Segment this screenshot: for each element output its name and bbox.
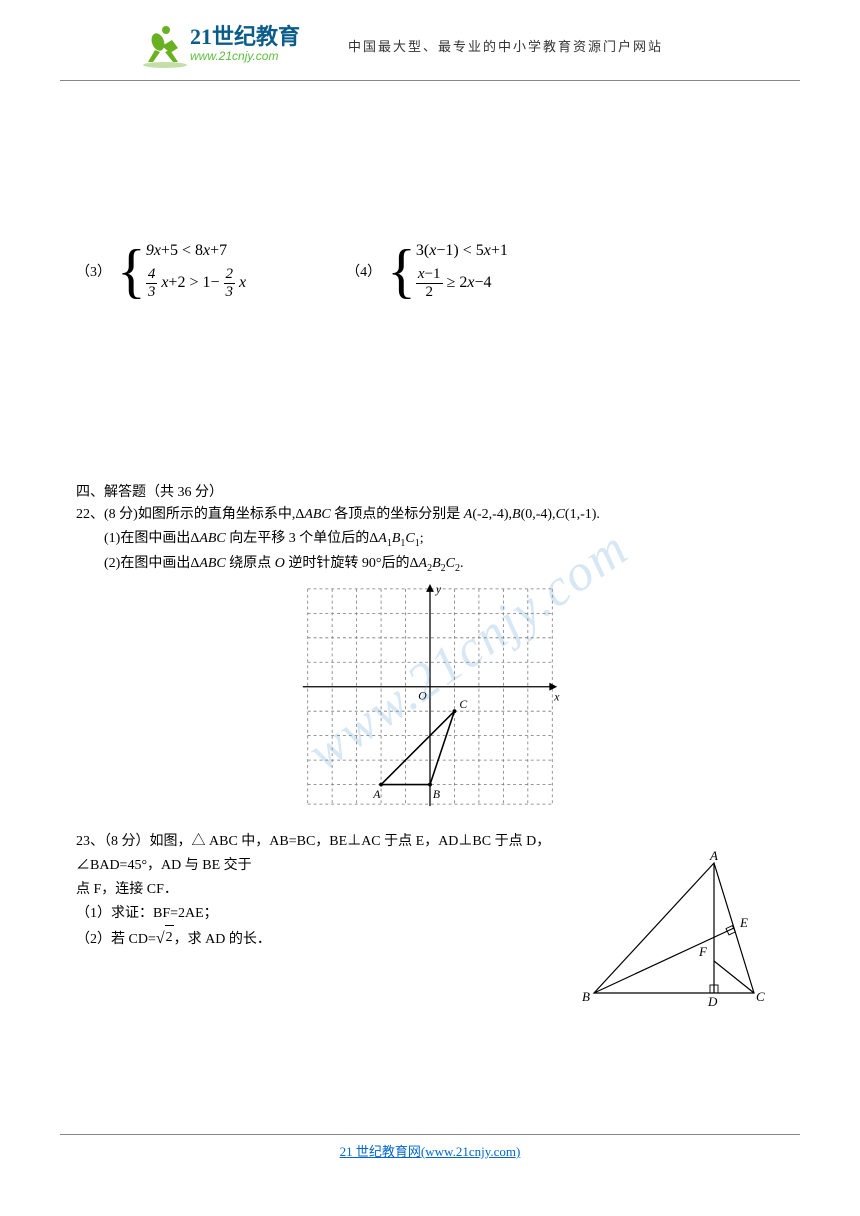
- question-23: 23、（8 分）如图，△ ABC 中，AB=BC，BE⊥AC 于点 E，AD⊥B…: [76, 830, 784, 1017]
- p3-lines: 9x+5 < 8x+7 43 x+2 > 1− 23 x: [146, 242, 246, 301]
- coordinate-grid: x y O A B C: [300, 584, 560, 809]
- problem-3: （3） { 9x+5 < 8x+7 43 x+2 > 1− 23 x: [76, 241, 246, 301]
- page-header: 21世纪教育 www.21cnjy.com 中国最大型、最专业的中小学教育资源门…: [60, 0, 800, 81]
- logo-text-bottom: www.21cnjy.com: [190, 49, 278, 63]
- q23-text: 23、（8 分）如图，△ ABC 中，AB=BC，BE⊥AC 于点 E，AD⊥B…: [76, 830, 574, 952]
- triangle-figure: A B C D E F: [574, 848, 774, 1008]
- svg-text:C: C: [459, 699, 467, 712]
- q22-intro: 22、(8 分)如图所示的直角坐标系中,ΔABC 各顶点的坐标分别是 A(-2,…: [76, 503, 784, 527]
- svg-text:D: D: [707, 994, 718, 1008]
- p3-label: （3）: [76, 261, 111, 281]
- question-22: 22、(8 分)如图所示的直角坐标系中,ΔABC 各顶点的坐标分别是 A(-2,…: [76, 503, 784, 818]
- section-4-heading: 四、解答题（共 36 分）: [76, 481, 784, 501]
- q23-figure: A B C D E F: [574, 848, 784, 1017]
- svg-text:B: B: [582, 989, 590, 1004]
- p3-line2: 43 x+2 > 1− 23 x: [146, 266, 246, 301]
- footer-text: 21 世纪教育网(www.21cnjy.com): [340, 1144, 521, 1159]
- p4-line2: x−1 2 ≥ 2x−4: [416, 266, 508, 301]
- page-footer: 21 世纪教育网(www.21cnjy.com): [60, 1134, 800, 1160]
- svg-text:E: E: [739, 915, 748, 930]
- p4-brace: {: [387, 241, 416, 301]
- q22-grid: x y O A B C: [76, 584, 784, 818]
- q23-sub2: （2）若 CD=√2，求 AD 的长．: [76, 925, 574, 952]
- svg-text:A: A: [709, 848, 718, 863]
- p3-frac1: 43: [146, 266, 158, 301]
- p4-label: （4）: [346, 261, 381, 281]
- problem-4: （4） { 3(x−1) < 5x+1 x−1 2 ≥ 2x−4: [346, 241, 508, 301]
- page-content: www.21cnjy.com （3） { 9x+5 < 8x+7 43 x+2 …: [0, 241, 860, 1017]
- logo: 21世纪教育 www.21cnjy.com: [140, 20, 340, 70]
- svg-text:A: A: [372, 789, 381, 802]
- footer-link-text[interactable]: 21 世纪教育网: [340, 1144, 421, 1159]
- svg-text:O: O: [418, 690, 427, 703]
- equations-row: （3） { 9x+5 < 8x+7 43 x+2 > 1− 23 x （4） {…: [76, 241, 784, 301]
- p3-line1: 9x+5 < 8x+7: [146, 242, 246, 260]
- logo-text-top: 21世纪教育: [190, 24, 300, 49]
- svg-text:x: x: [553, 691, 560, 704]
- p3-frac2: 23: [224, 266, 236, 301]
- q22-sub1: (1)在图中画出ΔABC 向左平移 3 个单位后的ΔA1B1C1;: [104, 527, 784, 552]
- p3-brace: {: [117, 241, 146, 301]
- header-tagline: 中国最大型、最专业的中小学教育资源门户网站: [348, 36, 663, 55]
- p4-frac: x−1 2: [416, 266, 443, 301]
- q22-sub2: (2)在图中画出ΔABC 绕原点 O 逆时针旋转 90°后的ΔA2B2C2.: [104, 552, 784, 577]
- svg-text:C: C: [756, 989, 765, 1004]
- logo-svg: 21世纪教育 www.21cnjy.com: [140, 20, 340, 70]
- sqrt-icon: √2: [156, 925, 174, 952]
- svg-text:B: B: [433, 789, 440, 802]
- p4-lines: 3(x−1) < 5x+1 x−1 2 ≥ 2x−4: [416, 242, 508, 301]
- footer-link-url[interactable]: (www.21cnjy.com): [421, 1144, 520, 1159]
- svg-text:y: y: [435, 584, 442, 596]
- svg-text:F: F: [698, 944, 708, 959]
- p4-line1: 3(x−1) < 5x+1: [416, 242, 508, 260]
- q23-sub1: （1）求证：BF=2AE；: [76, 902, 574, 926]
